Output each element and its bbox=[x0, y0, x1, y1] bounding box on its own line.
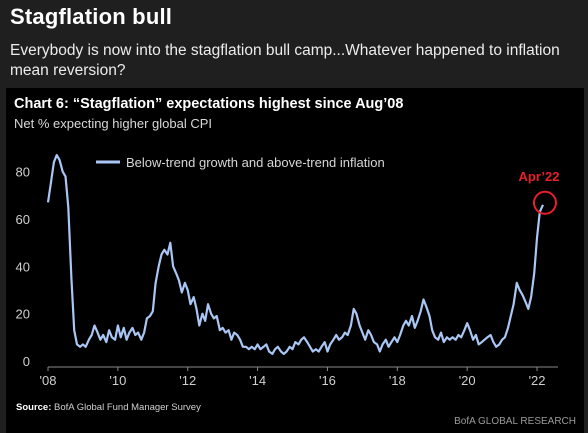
chart-title: Chart 6: “Stagflation” expectations high… bbox=[14, 96, 404, 112]
source-text: BofA Global Fund Manager Survey bbox=[51, 402, 201, 413]
y-tick-label: 40 bbox=[16, 259, 30, 274]
line-layer bbox=[46, 154, 545, 355]
source-label: Source: bbox=[16, 402, 52, 413]
chart-panel: Chart 6: “Stagflation” expectations high… bbox=[6, 88, 584, 433]
series-line bbox=[46, 154, 545, 355]
legend: Below-trend growth and above-trend infla… bbox=[96, 155, 385, 170]
x-tick-label: '10 bbox=[109, 373, 126, 388]
x-tick-label: '12 bbox=[179, 373, 196, 388]
highlight-circle bbox=[532, 190, 557, 215]
x-tick-label: '14 bbox=[249, 373, 266, 388]
chart-svg: 0 20 40 60 80 '08 '10 '12 '14 '16 '18 '20 '22 Below-… bbox=[16, 154, 560, 388]
page-title: Stagflation bull bbox=[10, 4, 173, 29]
axis-layer: 0 20 40 60 80 '08 '10 '12 '14 '16 '18 '20 '22 bbox=[16, 165, 558, 388]
x-tick-label: '16 bbox=[319, 373, 336, 388]
x-tick-label: '18 bbox=[389, 373, 406, 388]
legend-label: Below-trend growth and above-trend infla… bbox=[126, 155, 385, 170]
credit-label: BofA GLOBAL RESEARCH bbox=[454, 416, 576, 427]
annotation-layer: Apr’22 bbox=[519, 169, 560, 215]
x-tick-label: '20 bbox=[459, 373, 476, 388]
y-tick-label: 0 bbox=[23, 354, 30, 369]
chart-subtitle: Net % expecting higher global CPI bbox=[14, 116, 213, 131]
x-tick-label: '08 bbox=[40, 373, 57, 388]
x-tick-label: '22 bbox=[529, 373, 546, 388]
source-note: Source: BofA Global Fund Manager Survey bbox=[16, 402, 201, 413]
annotation-label: Apr’22 bbox=[519, 169, 560, 184]
y-tick-label: 20 bbox=[16, 307, 30, 322]
page-subtitle: Everybody is now into the stagflation bu… bbox=[10, 42, 560, 79]
y-tick-label: 80 bbox=[16, 165, 30, 180]
y-tick-label: 60 bbox=[16, 212, 30, 227]
